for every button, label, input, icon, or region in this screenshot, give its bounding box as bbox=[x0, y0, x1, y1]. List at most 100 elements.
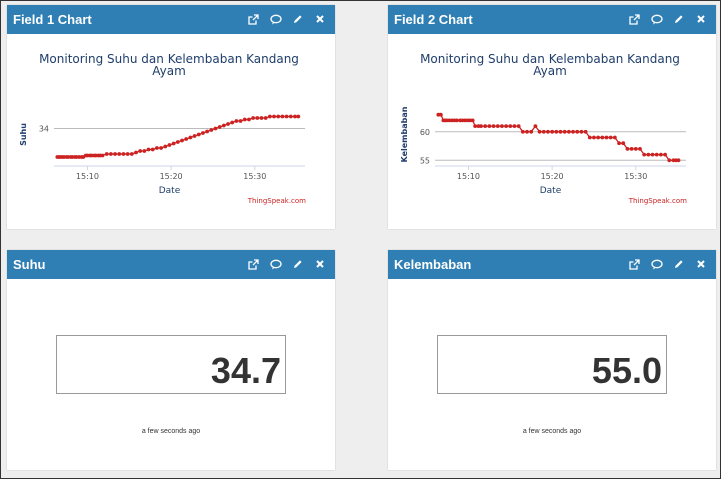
close-icon[interactable] bbox=[693, 255, 708, 273]
data-point bbox=[592, 135, 596, 140]
data-point bbox=[104, 152, 109, 156]
field2-chart-panel: Field 2 Chart Monitoring Suhu dan Kelemb… bbox=[388, 5, 716, 229]
field1-panel-icons bbox=[246, 10, 327, 28]
field1-panel-title: Field 1 Chart bbox=[13, 12, 92, 27]
comment-icon[interactable] bbox=[268, 255, 283, 273]
x-axis-label: Date bbox=[540, 186, 562, 196]
data-point bbox=[259, 116, 264, 120]
data-point bbox=[550, 129, 555, 134]
kelembaban-panel-icons bbox=[627, 255, 708, 273]
data-point bbox=[221, 123, 226, 128]
data-point bbox=[608, 135, 613, 140]
series-line bbox=[438, 114, 679, 161]
data-point bbox=[288, 114, 293, 119]
data-point bbox=[516, 124, 521, 128]
data-point bbox=[487, 124, 492, 128]
data-point bbox=[587, 135, 592, 140]
kelembaban-updated-time: a few seconds ago bbox=[522, 428, 582, 435]
external-link-icon[interactable] bbox=[246, 10, 261, 28]
data-point bbox=[242, 117, 247, 122]
data-point bbox=[267, 114, 272, 119]
field2-panel-title: Field 2 Chart bbox=[394, 12, 473, 27]
data-point bbox=[558, 129, 563, 134]
data-point bbox=[163, 144, 168, 149]
data-point bbox=[638, 147, 642, 151]
data-point bbox=[479, 124, 483, 128]
data-point bbox=[520, 129, 525, 134]
comment-icon[interactable] bbox=[649, 10, 664, 28]
field2-chart: Monitoring Suhu dan Kelembaban KandangAy… bbox=[400, 52, 687, 205]
kelembaban-panel-title: Kelembaban bbox=[394, 257, 472, 272]
data-point bbox=[650, 152, 655, 157]
data-point bbox=[473, 124, 478, 128]
close-icon[interactable] bbox=[312, 255, 327, 273]
data-point bbox=[276, 114, 281, 119]
data-point bbox=[192, 134, 197, 138]
data-point bbox=[213, 126, 218, 131]
data-point bbox=[512, 124, 517, 128]
data-point bbox=[209, 128, 214, 132]
data-point bbox=[495, 124, 500, 128]
data-point bbox=[554, 129, 559, 134]
data-point bbox=[125, 152, 130, 156]
data-point bbox=[537, 129, 542, 134]
data-point bbox=[600, 135, 605, 140]
data-point bbox=[280, 114, 285, 119]
data-point bbox=[629, 147, 634, 151]
data-point bbox=[491, 124, 496, 128]
data-point bbox=[596, 135, 601, 140]
chart-title-line: Ayam bbox=[152, 64, 186, 78]
data-point bbox=[612, 135, 617, 140]
data-point bbox=[500, 124, 504, 128]
data-point bbox=[201, 131, 205, 135]
data-point bbox=[108, 152, 113, 156]
kelembaban-panel: Kelembaban 55.0 a few seconds ago bbox=[388, 250, 716, 470]
pencil-icon[interactable] bbox=[290, 10, 305, 28]
suhu-panel-header: Suhu bbox=[7, 250, 335, 279]
field2-panel-icons bbox=[627, 10, 708, 28]
data-point bbox=[654, 152, 659, 157]
x-axis-label: Date bbox=[159, 186, 181, 196]
thingspeak-credit: ThingSpeak.com bbox=[628, 197, 687, 205]
data-point bbox=[146, 147, 151, 152]
data-point bbox=[129, 152, 134, 156]
x-tick-label: 15:30 bbox=[243, 172, 266, 181]
pencil-icon[interactable] bbox=[671, 255, 686, 273]
data-point bbox=[180, 138, 184, 143]
data-point bbox=[604, 135, 609, 140]
external-link-icon[interactable] bbox=[627, 10, 642, 28]
data-point bbox=[575, 129, 580, 134]
field2-panel-header: Field 2 Chart bbox=[388, 5, 716, 34]
data-point bbox=[142, 149, 147, 153]
pencil-icon[interactable] bbox=[290, 255, 305, 273]
data-point bbox=[263, 116, 268, 120]
comment-icon[interactable] bbox=[268, 10, 283, 28]
data-point bbox=[571, 129, 575, 134]
close-icon[interactable] bbox=[312, 10, 327, 28]
close-icon[interactable] bbox=[693, 10, 708, 28]
y-tick-label: 60 bbox=[420, 128, 430, 137]
data-point bbox=[205, 129, 210, 134]
data-point bbox=[255, 116, 260, 120]
field1-panel-header: Field 1 Chart bbox=[7, 5, 335, 34]
thingspeak-credit: ThingSpeak.com bbox=[247, 197, 306, 205]
suhu-panel-icons bbox=[246, 255, 327, 273]
comment-icon[interactable] bbox=[649, 255, 664, 273]
kelembaban-panel-header: Kelembaban bbox=[388, 250, 716, 279]
external-link-icon[interactable] bbox=[246, 255, 261, 273]
external-link-icon[interactable] bbox=[627, 255, 642, 273]
chart-title-line: Monitoring Suhu dan Kelembaban Kandang bbox=[420, 52, 680, 66]
data-point bbox=[167, 143, 172, 147]
pencil-icon[interactable] bbox=[671, 10, 686, 28]
data-point bbox=[646, 152, 651, 157]
data-point bbox=[579, 129, 584, 134]
data-point bbox=[663, 152, 667, 157]
data-point bbox=[117, 152, 122, 156]
chart-title-line: Monitoring Suhu dan Kelembaban Kandang bbox=[39, 52, 299, 66]
x-tick-label: 15:20 bbox=[541, 172, 564, 181]
series-line bbox=[57, 115, 299, 158]
data-point bbox=[100, 153, 105, 158]
suhu-value-box: 34.7 bbox=[56, 335, 286, 394]
data-point bbox=[238, 119, 243, 123]
